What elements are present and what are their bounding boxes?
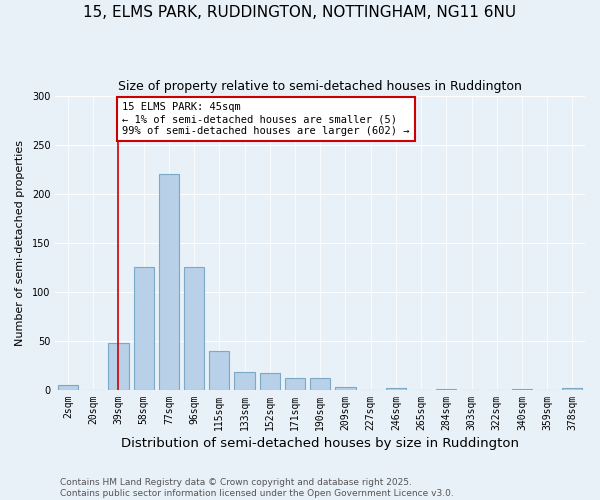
Bar bbox=[562, 388, 583, 390]
Text: 15 ELMS PARK: 45sqm
← 1% of semi-detached houses are smaller (5)
99% of semi-det: 15 ELMS PARK: 45sqm ← 1% of semi-detache… bbox=[122, 102, 410, 136]
Bar bbox=[436, 389, 457, 390]
Text: 15, ELMS PARK, RUDDINGTON, NOTTINGHAM, NG11 6NU: 15, ELMS PARK, RUDDINGTON, NOTTINGHAM, N… bbox=[83, 5, 517, 20]
Bar bbox=[386, 388, 406, 390]
Bar bbox=[512, 389, 532, 390]
Bar bbox=[310, 378, 331, 390]
Y-axis label: Number of semi-detached properties: Number of semi-detached properties bbox=[15, 140, 25, 346]
Bar bbox=[260, 374, 280, 390]
Bar bbox=[184, 268, 204, 390]
Title: Size of property relative to semi-detached houses in Ruddington: Size of property relative to semi-detach… bbox=[118, 80, 522, 93]
Text: Contains HM Land Registry data © Crown copyright and database right 2025.
Contai: Contains HM Land Registry data © Crown c… bbox=[60, 478, 454, 498]
Bar bbox=[235, 372, 254, 390]
Bar bbox=[58, 385, 78, 390]
X-axis label: Distribution of semi-detached houses by size in Ruddington: Distribution of semi-detached houses by … bbox=[121, 437, 519, 450]
Bar bbox=[134, 268, 154, 390]
Bar bbox=[159, 174, 179, 390]
Bar bbox=[285, 378, 305, 390]
Bar bbox=[109, 343, 128, 390]
Bar bbox=[335, 387, 356, 390]
Bar bbox=[209, 350, 229, 390]
